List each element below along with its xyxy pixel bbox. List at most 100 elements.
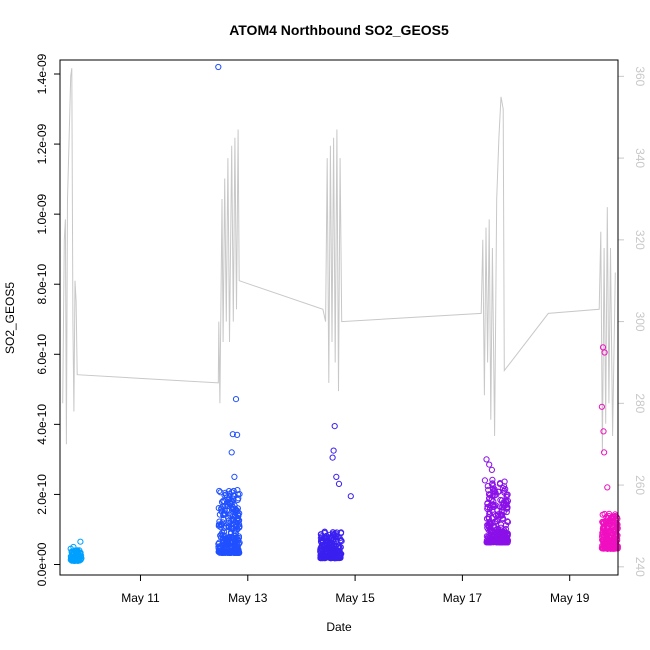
data-point [613, 528, 620, 535]
series-flight-5 [598, 344, 621, 552]
data-point [486, 538, 493, 545]
data-point [491, 486, 498, 493]
data-point [600, 523, 607, 531]
y2-tick-label: 340 [633, 148, 647, 168]
data-point-outlier [486, 461, 493, 468]
data-point [599, 511, 606, 518]
data-point-outlier [600, 428, 607, 435]
data-point [336, 543, 343, 550]
y-tick-label: 4.0e-10 [35, 404, 49, 445]
x-tick-label: May 17 [443, 591, 483, 605]
data-point-outlier [330, 447, 337, 454]
data-point [499, 516, 506, 523]
data-point-outlier [232, 396, 240, 403]
data-point [336, 555, 343, 562]
y2-tick-label: 240 [633, 557, 647, 577]
data-point [323, 540, 330, 547]
data-point-outlier [604, 484, 611, 491]
data-point [601, 537, 608, 544]
series-flight-1 [67, 538, 85, 564]
data-point [317, 535, 324, 542]
data-point [486, 510, 493, 518]
data-point-outlier [215, 63, 222, 71]
data-point-outlier [601, 349, 608, 356]
data-point [229, 545, 236, 552]
data-point [235, 546, 242, 554]
data-point [230, 516, 237, 523]
data-point [234, 541, 241, 548]
data-point [218, 521, 225, 528]
data-point [317, 547, 324, 554]
data-point [232, 539, 239, 546]
data-point [489, 476, 496, 483]
data-point [328, 534, 335, 541]
x-tick-label: May 19 [550, 591, 590, 605]
data-point [73, 547, 81, 554]
y-tick-label: 0.0e+00 [35, 542, 49, 586]
y-tick-label: 1.0e-09 [35, 193, 49, 234]
data-point [486, 494, 493, 502]
data-point-outlier [335, 480, 343, 487]
data-point [234, 526, 241, 533]
data-point [495, 511, 502, 518]
scatter-points-layer [67, 63, 621, 564]
data-point [493, 491, 500, 498]
y-tick-label: 8.0e-10 [35, 264, 49, 305]
data-point [610, 543, 617, 551]
data-point [326, 540, 333, 547]
data-point [226, 490, 233, 498]
data-point-outlier [228, 449, 235, 456]
data-point [236, 491, 243, 498]
data-point [226, 499, 233, 507]
data-point [608, 514, 615, 521]
y2-tick-label: 280 [633, 393, 647, 413]
y-axis-label: SO2_GEOS5 [3, 282, 17, 354]
series-flight-4 [481, 456, 512, 546]
data-point [496, 539, 503, 546]
x-tick-label: May 15 [335, 591, 375, 605]
data-point-outlier [481, 477, 488, 484]
data-point-outlier [77, 538, 84, 545]
data-point-outlier [601, 449, 608, 456]
data-point-outlier [333, 473, 340, 480]
data-point [483, 533, 490, 540]
data-point [608, 518, 615, 525]
data-point [228, 535, 236, 542]
data-point [216, 487, 223, 495]
series-flight-3 [317, 423, 354, 562]
data-point-outlier [231, 473, 238, 480]
data-point [226, 512, 234, 519]
y2-tick-label: 360 [633, 66, 647, 86]
y-tick-label: 6.0e-10 [35, 334, 49, 375]
data-point [500, 499, 507, 506]
data-point [234, 516, 241, 523]
data-point [610, 534, 617, 541]
data-point [225, 523, 232, 530]
y-tick-label: 1.2e-09 [35, 123, 49, 164]
data-point [234, 505, 241, 512]
y2-tick-label: 260 [633, 475, 647, 495]
data-point [219, 532, 226, 539]
series-flight-2 [215, 63, 243, 557]
data-point-outlier [329, 454, 336, 461]
data-point [502, 525, 509, 533]
data-point [489, 480, 496, 487]
data-point [487, 526, 495, 534]
data-point [501, 489, 508, 496]
y2-tick-label: 300 [633, 312, 647, 332]
plot-frame [59, 59, 619, 576]
data-point [485, 491, 493, 498]
line-series-layer [62, 68, 616, 453]
data-point [70, 557, 77, 564]
data-point [236, 524, 243, 531]
data-point [215, 540, 222, 548]
data-point-outlier [483, 456, 490, 463]
data-point [498, 521, 505, 528]
data-point [485, 526, 492, 534]
data-point [503, 505, 510, 512]
data-point-outlier [67, 545, 74, 552]
data-point [504, 491, 511, 498]
data-point [225, 488, 233, 495]
data-point [217, 524, 224, 531]
